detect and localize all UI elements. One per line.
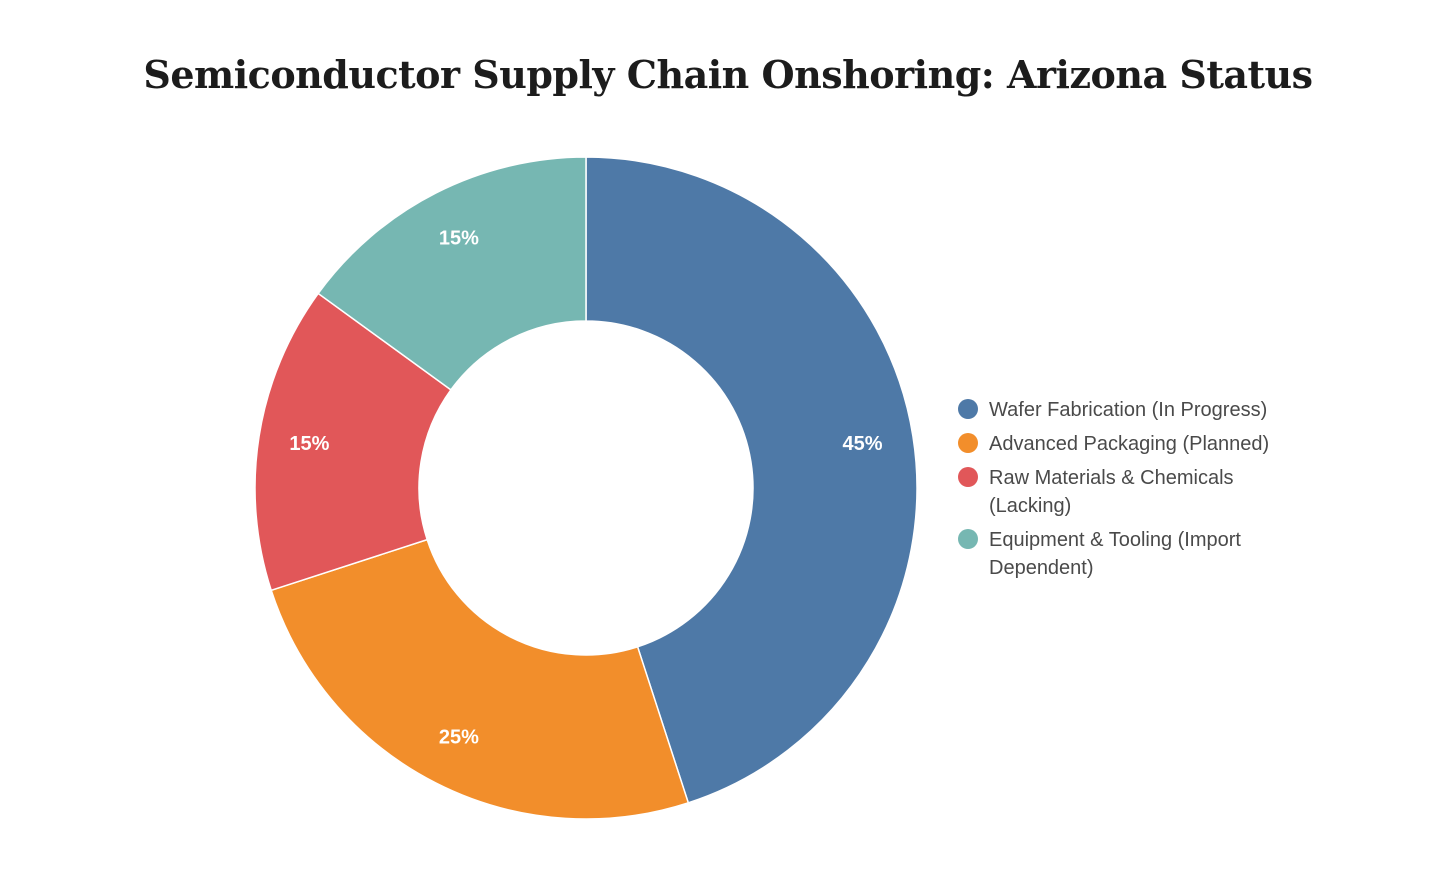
slice-wafer-fabrication-in-progress <box>585 156 918 804</box>
donut-slices <box>254 156 918 820</box>
slice-label-advanced-packaging-planned: 25% <box>439 726 479 748</box>
legend-item-equipment-tooling-import-dependent[interactable]: Equipment & Tooling (Import Dependent) <box>958 526 1298 582</box>
slice-advanced-packaging-planned <box>270 538 690 820</box>
legend-item-raw-materials-chemicals-lacking[interactable]: Raw Materials & Chemicals (Lacking) <box>958 464 1298 520</box>
legend-swatch-icon <box>958 529 978 549</box>
legend-label: Raw Materials & Chemicals (Lacking) <box>989 467 1234 517</box>
slice-labels: 45% 25% 15% 15% <box>289 228 882 749</box>
chart-title: Semiconductor Supply Chain Onshoring: Ar… <box>143 52 1313 97</box>
slice-label-equipment-tooling-import-dependent: 15% <box>439 228 479 250</box>
legend-swatch-icon <box>958 467 978 487</box>
slice-label-wafer-fabrication-in-progress: 45% <box>843 433 883 455</box>
legend-label: Wafer Fabrication (In Progress) <box>989 399 1268 421</box>
legend-swatch-icon <box>958 399 978 419</box>
slice-label-raw-materials-chemicals-lacking: 15% <box>289 433 329 455</box>
slice-equipment-tooling-import-dependent <box>317 156 587 391</box>
legend-item-advanced-packaging-planned[interactable]: Advanced Packaging (Planned) <box>958 430 1298 458</box>
legend-swatch-icon <box>958 433 978 453</box>
legend-label: Advanced Packaging (Planned) <box>989 433 1270 455</box>
legend-label: Equipment & Tooling (Import Dependent) <box>989 529 1241 579</box>
slice-raw-materials-chemicals-lacking <box>254 292 452 592</box>
legend-item-wafer-fabrication-in-progress[interactable]: Wafer Fabrication (In Progress) <box>958 396 1298 424</box>
legend: Wafer Fabrication (In Progress) Advanced … <box>958 396 1298 588</box>
